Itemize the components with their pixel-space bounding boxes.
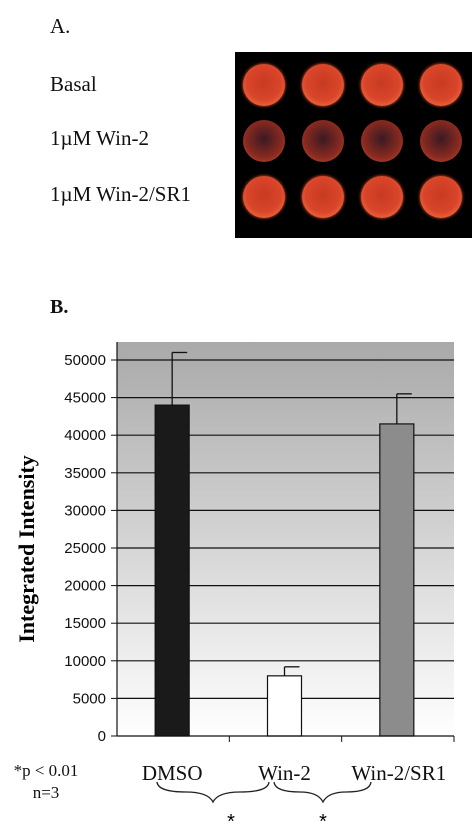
well-1-3	[361, 64, 403, 106]
bar-chart: 0 5000 10000 15000 20000 25000 30000 35000 40000…	[0, 330, 472, 800]
significance-brace-1	[157, 782, 269, 802]
well-2-2	[302, 120, 344, 162]
well-1-4	[420, 64, 462, 106]
well-3-4	[420, 176, 462, 218]
y-tick-label-40000: 40000	[64, 427, 106, 444]
significance-star-2: *	[319, 811, 327, 833]
well-1-2	[302, 64, 344, 106]
well-plate-image	[235, 52, 472, 238]
well-1-1	[243, 64, 285, 106]
panel-b-label: B.	[50, 296, 68, 319]
pvalue-note: *p < 0.01	[6, 760, 86, 782]
y-tick-label-10000: 10000	[64, 653, 106, 670]
row-label-win2: 1µM Win-2	[50, 126, 149, 151]
bar-3	[380, 424, 414, 736]
panel-a-label: A.	[50, 14, 70, 39]
y-axis-label: Integrated Intensity	[14, 455, 39, 643]
well-3-3	[361, 176, 403, 218]
y-tick-label-30000: 30000	[64, 502, 106, 519]
significance-brace-2	[274, 782, 371, 802]
y-tick-label-25000: 25000	[64, 540, 106, 557]
y-tick-label-35000: 35000	[64, 465, 106, 482]
y-tick-label-45000: 45000	[64, 390, 106, 407]
bar-1	[155, 405, 189, 736]
well-2-3	[361, 120, 403, 162]
well-2-1	[243, 120, 285, 162]
row-label-win2-sr1: 1µM Win-2/SR1	[50, 182, 191, 207]
y-tick-label-0: 0	[98, 728, 106, 745]
well-3-1	[243, 176, 285, 218]
well-2-4	[420, 120, 462, 162]
well-3-2	[302, 176, 344, 218]
y-tick-label-15000: 15000	[64, 615, 106, 632]
bar-2	[268, 676, 302, 736]
significance-star-1: *	[227, 811, 235, 833]
row-label-basal: Basal	[50, 72, 97, 97]
significance-brackets: * *	[0, 780, 472, 833]
y-tick-label-20000: 20000	[64, 578, 106, 595]
y-tick-label-5000: 5000	[73, 690, 106, 707]
y-tick-label-50000: 50000	[64, 352, 106, 369]
